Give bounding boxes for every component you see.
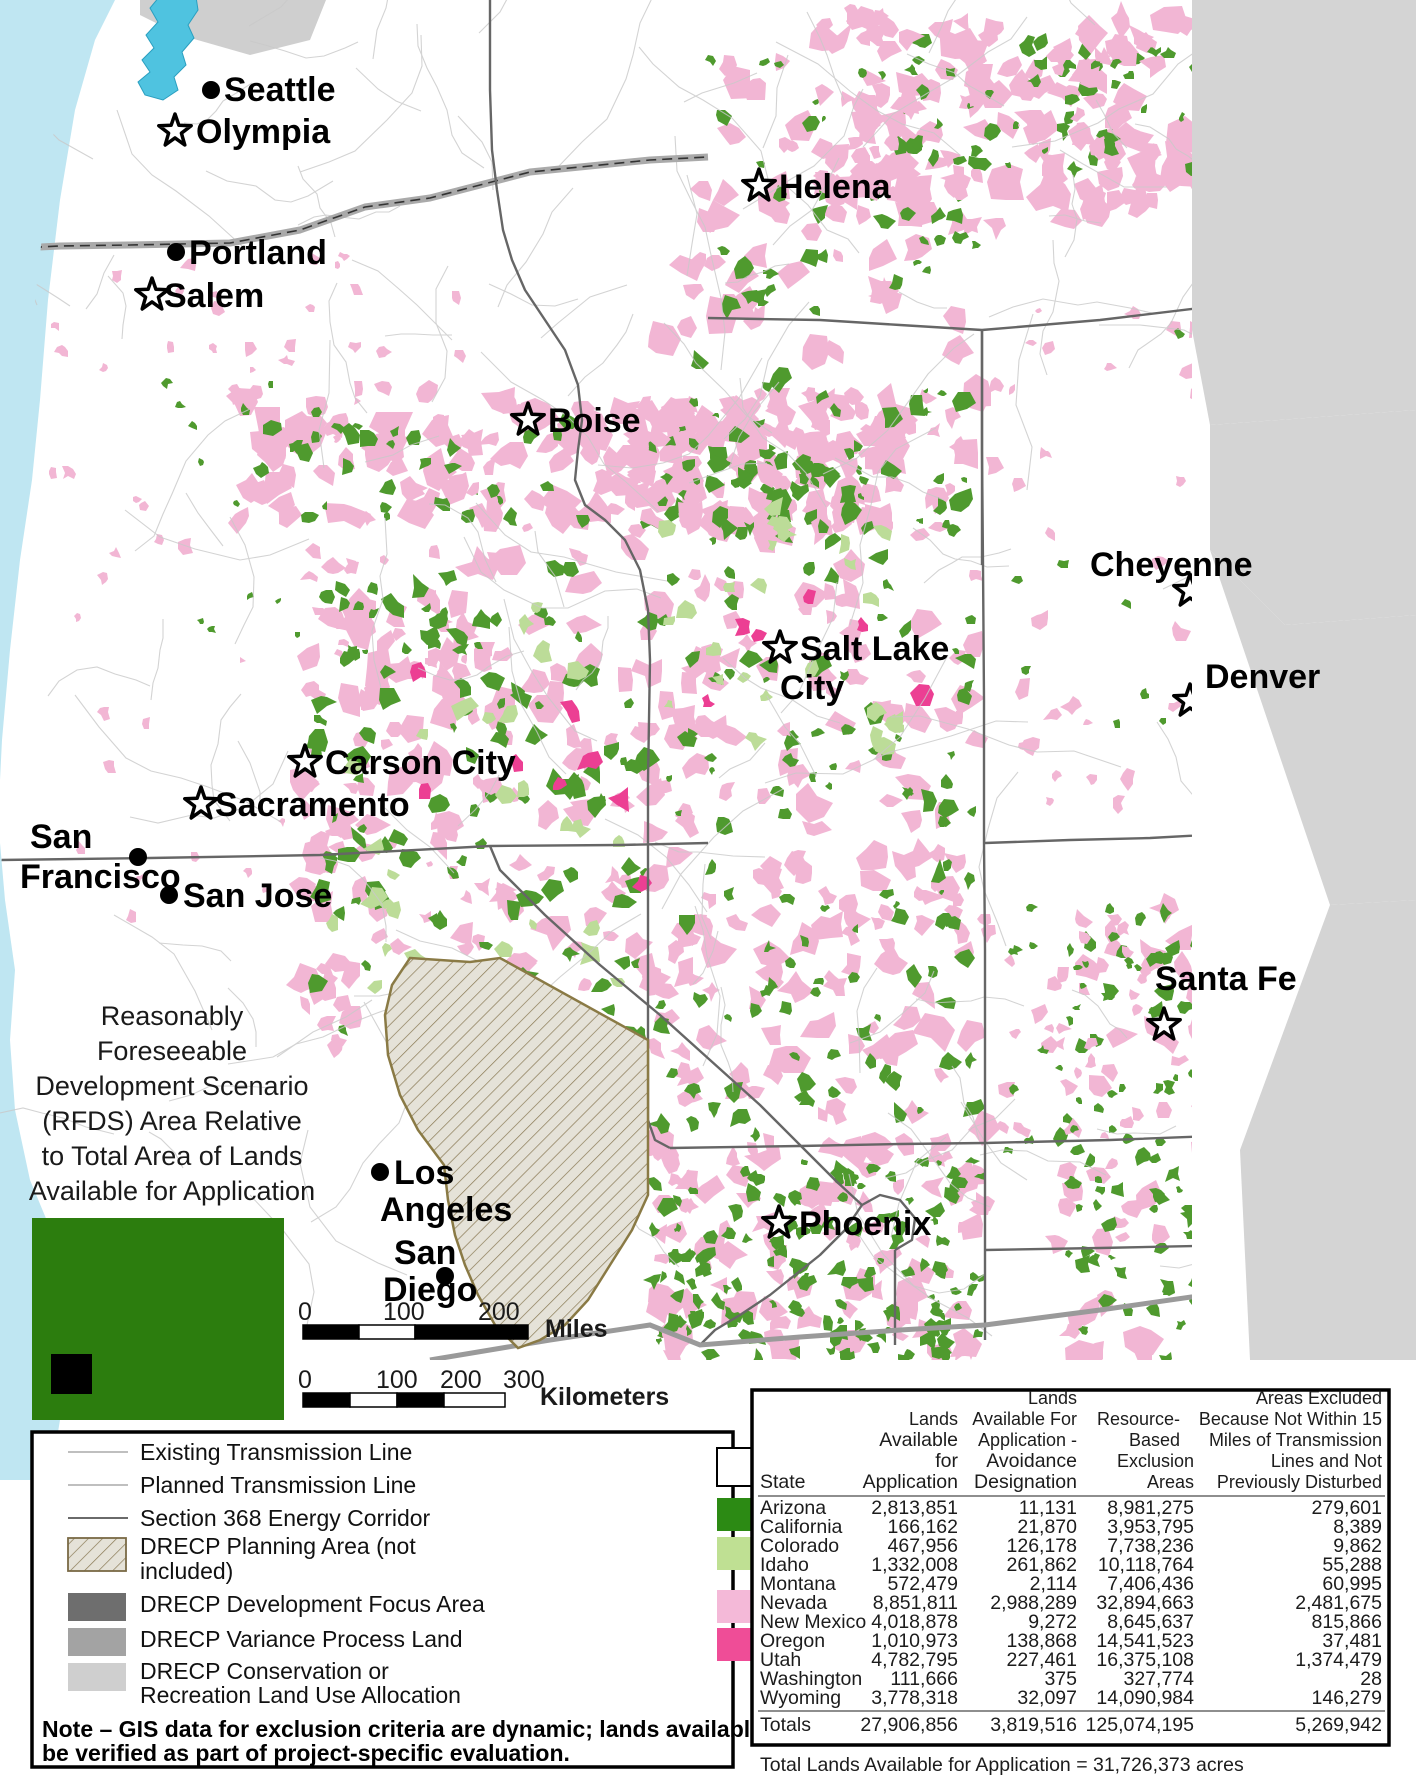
svg-text:DRECP Variance Process Land: DRECP Variance Process Land: [140, 1626, 463, 1652]
svg-text:Based: Based: [1129, 1430, 1180, 1450]
svg-text:Los: Los: [394, 1154, 454, 1192]
svg-text:Diego: Diego: [383, 1271, 477, 1309]
svg-text:State: State: [760, 1471, 806, 1493]
svg-text:Sacramento: Sacramento: [215, 786, 410, 824]
svg-text:Phoenix: Phoenix: [799, 1205, 931, 1243]
svg-text:5,269,942: 5,269,942: [1295, 1714, 1382, 1736]
svg-text:DRECP Conservation or: DRECP Conservation or: [140, 1658, 389, 1684]
svg-text:Totals: Totals: [760, 1714, 811, 1736]
svg-text:Lands: Lands: [1028, 1388, 1077, 1408]
svg-text:DRECP Planning Area (not: DRECP Planning Area (not: [140, 1533, 416, 1559]
svg-text:Previously Disturbed: Previously Disturbed: [1217, 1472, 1382, 1492]
svg-text:14,090,984: 14,090,984: [1096, 1687, 1194, 1709]
svg-text:Exclusion: Exclusion: [1117, 1451, 1194, 1471]
svg-text:200: 200: [478, 1298, 520, 1326]
svg-text:Kilometers: Kilometers: [540, 1383, 669, 1411]
svg-text:Application -: Application -: [978, 1430, 1077, 1450]
svg-text:Miles: Miles: [545, 1315, 608, 1343]
svg-text:Recreation Land Use Allocation: Recreation Land Use Allocation: [140, 1682, 461, 1708]
svg-text:Designation: Designation: [974, 1471, 1077, 1493]
svg-text:to Total Area of Lands: to Total Area of Lands: [42, 1141, 303, 1171]
svg-text:125,074,195: 125,074,195: [1086, 1714, 1195, 1736]
svg-text:San Jose: San Jose: [183, 877, 332, 915]
svg-text:Total Lands Available for Appl: Total Lands Available for Application = …: [760, 1754, 1244, 1776]
svg-text:Reasonably: Reasonably: [101, 1001, 244, 1031]
svg-text:0: 0: [298, 1298, 312, 1326]
svg-text:be verified as part of project: be verified as part of project-specific …: [42, 1740, 570, 1766]
svg-text:(RFDS) Area Relative: (RFDS) Area Relative: [42, 1106, 302, 1136]
svg-text:Wyoming: Wyoming: [760, 1687, 841, 1709]
svg-text:Lands: Lands: [909, 1409, 958, 1429]
svg-text:included): included): [140, 1558, 233, 1584]
svg-text:Angeles: Angeles: [380, 1191, 512, 1229]
svg-text:Salem: Salem: [164, 277, 264, 315]
svg-text:City: City: [780, 669, 844, 707]
svg-text:Because Not Within 15: Because Not Within 15: [1199, 1409, 1382, 1429]
svg-text:Areas: Areas: [1147, 1472, 1194, 1492]
svg-text:Avoidance: Avoidance: [986, 1450, 1077, 1472]
svg-text:Miles of Transmission: Miles of Transmission: [1209, 1430, 1382, 1450]
svg-text:0: 0: [298, 1366, 312, 1394]
svg-text:San: San: [30, 818, 92, 856]
svg-text:Seattle: Seattle: [224, 71, 336, 109]
svg-text:Portland: Portland: [189, 234, 327, 272]
svg-text:200: 200: [440, 1366, 482, 1394]
svg-text:Boise: Boise: [548, 402, 641, 440]
svg-text:DRECP Development Focus Area: DRECP Development Focus Area: [140, 1591, 485, 1617]
svg-text:Resource-: Resource-: [1097, 1409, 1180, 1429]
svg-text:Available For: Available For: [972, 1409, 1077, 1429]
svg-text:San: San: [394, 1234, 456, 1272]
svg-text:32,097: 32,097: [1017, 1687, 1077, 1709]
svg-text:Olympia: Olympia: [196, 113, 331, 151]
svg-text:Areas Excluded: Areas Excluded: [1256, 1388, 1382, 1408]
svg-text:Foreseeable: Foreseeable: [97, 1036, 247, 1066]
svg-text:3,819,516: 3,819,516: [990, 1714, 1077, 1736]
svg-text:Salt Lake: Salt Lake: [800, 630, 949, 668]
svg-text:Application: Application: [863, 1471, 958, 1493]
svg-text:Development Scenario: Development Scenario: [35, 1071, 308, 1101]
svg-text:Available for Application: Available for Application: [29, 1176, 315, 1206]
svg-text:Note – GIS data for exclusion: Note – GIS data for exclusion criteria a…: [42, 1716, 825, 1742]
svg-text:Lines and Not: Lines and Not: [1271, 1451, 1382, 1471]
svg-text:Santa Fe: Santa Fe: [1155, 960, 1297, 998]
svg-text:146,279: 146,279: [1312, 1687, 1383, 1709]
svg-text:Helena: Helena: [779, 168, 892, 206]
svg-text:Francisco: Francisco: [20, 858, 181, 896]
svg-text:Available: Available: [879, 1429, 958, 1451]
svg-text:300: 300: [503, 1366, 545, 1394]
svg-text:Existing Transmission Line: Existing Transmission Line: [140, 1439, 412, 1465]
svg-text:for: for: [935, 1450, 958, 1472]
svg-text:100: 100: [376, 1366, 418, 1394]
svg-text:Cheyenne: Cheyenne: [1090, 546, 1253, 584]
svg-text:Section 368 Energy Corridor: Section 368 Energy Corridor: [140, 1505, 431, 1531]
svg-text:Denver: Denver: [1205, 658, 1320, 696]
svg-text:3,778,318: 3,778,318: [871, 1687, 958, 1709]
svg-text:27,906,856: 27,906,856: [860, 1714, 958, 1736]
svg-text:Carson City: Carson City: [325, 744, 516, 782]
svg-text:Planned Transmission Line: Planned Transmission Line: [140, 1472, 416, 1498]
